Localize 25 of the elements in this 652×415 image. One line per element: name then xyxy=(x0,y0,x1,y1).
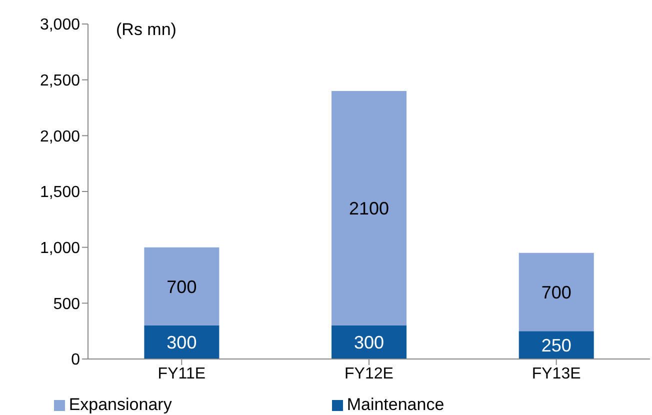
bar xyxy=(332,91,407,326)
y-tick-label: 1,000 xyxy=(40,240,80,258)
bar xyxy=(332,326,407,359)
data-label: 300 xyxy=(354,332,384,353)
bar xyxy=(518,331,594,359)
data-label: 300 xyxy=(166,332,197,353)
y-tick-label: 0 xyxy=(71,352,80,369)
annotation: (Rs mn) xyxy=(116,20,176,40)
x-tick-label: FY11E xyxy=(158,365,206,382)
legend-label: Expansionary xyxy=(68,395,172,414)
y-tick-label: 500 xyxy=(53,296,80,313)
y-tick-label: 2,500 xyxy=(40,72,80,90)
y-tick-label: 1,500 xyxy=(40,184,80,202)
x-tick-label: FY12E xyxy=(344,365,394,382)
bar xyxy=(144,247,220,326)
y-tick-label: 3,000 xyxy=(40,16,80,34)
legend-label: Maintenance xyxy=(346,395,444,414)
data-label: 250 xyxy=(541,335,572,356)
x-tick-label: FY13E xyxy=(532,365,581,382)
data-label: 2100 xyxy=(349,198,390,219)
bar xyxy=(518,252,594,332)
data-label: 700 xyxy=(541,282,572,302)
bar xyxy=(144,326,220,359)
y-tick-label: 2,000 xyxy=(40,128,80,146)
data-label: 700 xyxy=(166,276,197,297)
